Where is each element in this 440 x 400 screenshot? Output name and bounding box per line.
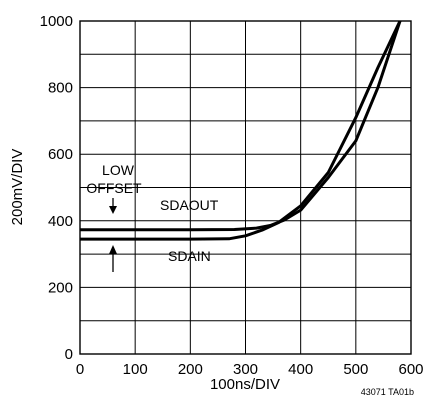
y-tick-label: 1000 xyxy=(40,13,73,30)
x-axis-label: 100ns/DIV xyxy=(210,376,280,393)
down-arrow-icon xyxy=(109,198,117,214)
low-offset-label-line2: OFFSET xyxy=(86,180,142,196)
y-tick-label: 0 xyxy=(65,346,73,363)
plot-border xyxy=(79,20,412,355)
x-tick-label: 0 xyxy=(76,361,84,378)
plot-frame xyxy=(79,20,412,355)
x-tick-label: 600 xyxy=(398,361,423,378)
sdain-label: SDAIN xyxy=(168,248,211,264)
x-tick-label: 400 xyxy=(288,361,313,378)
low-offset-label-line1: LOW xyxy=(102,162,135,178)
tick-labels: 0 100 200 300 400 500 600 0 200 400 600 800 1000 xyxy=(40,13,424,378)
series-line-sdain xyxy=(80,20,402,241)
x-tick-label: 200 xyxy=(178,361,203,378)
figure-code: 43071 TA01b xyxy=(361,387,414,397)
series-group xyxy=(80,20,402,241)
y-tick-label: 600 xyxy=(48,146,73,163)
y-axis-label: 200mV/DIV xyxy=(9,149,26,226)
up-arrow-icon xyxy=(109,245,117,272)
x-tick-label: 100 xyxy=(123,361,148,378)
x-tick-label: 300 xyxy=(233,361,258,378)
sdaout-label: SDAOUT xyxy=(160,197,219,213)
y-tick-label: 400 xyxy=(48,213,73,230)
y-tick-label: 800 xyxy=(48,80,73,97)
x-tick-label: 500 xyxy=(343,361,368,378)
y-tick-label: 200 xyxy=(48,279,73,296)
